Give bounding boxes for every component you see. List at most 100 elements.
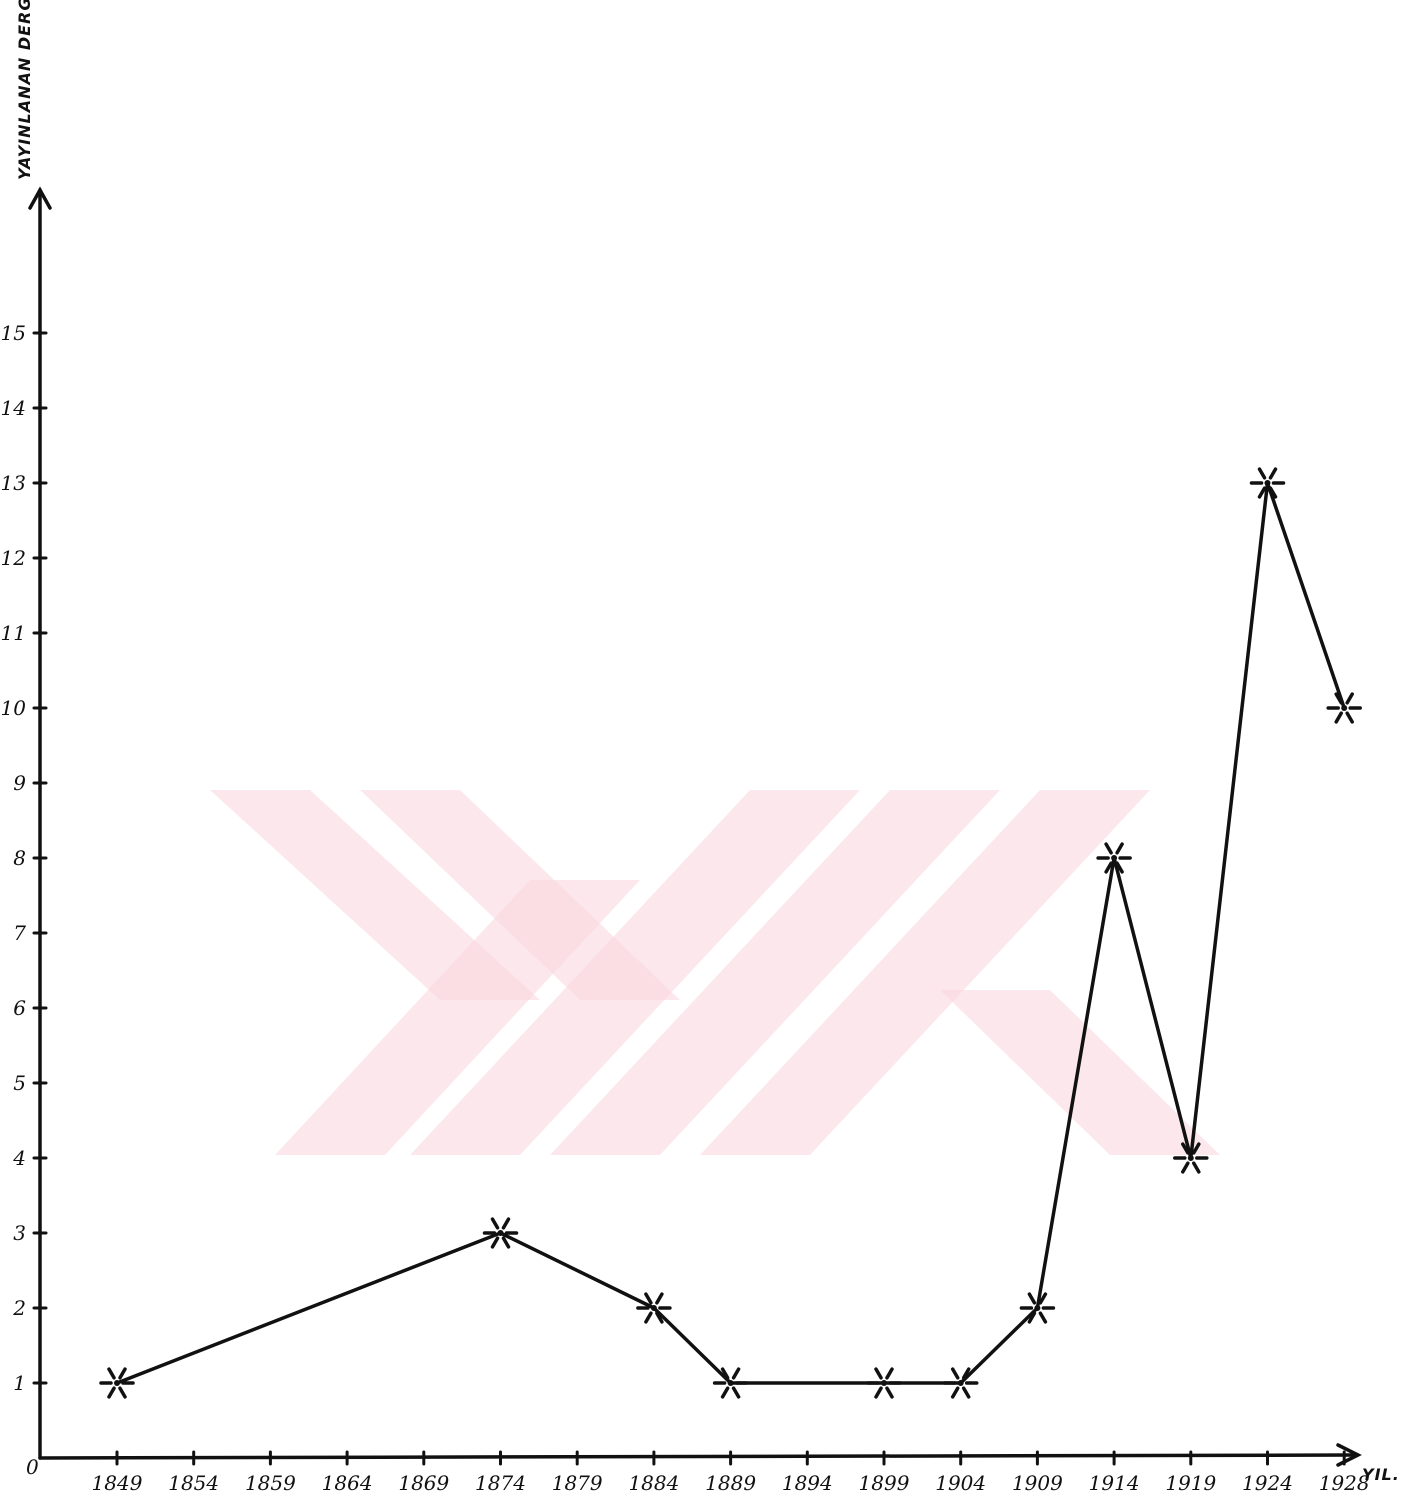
x-tick-label: 1864 <box>322 1471 373 1495</box>
data-point-marker <box>1096 842 1132 874</box>
marker-stroke <box>720 1386 730 1399</box>
marker-stroke <box>1115 861 1124 874</box>
marker-stroke <box>961 1367 971 1380</box>
marker-dot <box>497 1230 504 1236</box>
marker-dot <box>650 1305 657 1311</box>
marker-stroke <box>1181 1161 1190 1174</box>
marker-stroke <box>874 1386 883 1399</box>
x-tick-label: 1869 <box>398 1471 449 1495</box>
x-tick-label: 1894 <box>782 1471 833 1495</box>
x-tick-label: 1899 <box>859 1471 910 1495</box>
x-tick-label: 1909 <box>1012 1471 1063 1495</box>
marker-stroke <box>950 1386 960 1399</box>
marker-stroke <box>1104 842 1113 855</box>
marker-stroke <box>107 1367 116 1380</box>
x-tick-label: 1854 <box>168 1471 219 1495</box>
marker-stroke <box>1334 692 1343 705</box>
data-point-marker <box>99 1367 135 1399</box>
y-tick-label: 10 <box>1 696 27 720</box>
x-axis-line <box>38 1453 1357 1460</box>
marker-stroke <box>118 1386 127 1399</box>
x-tick-label: 1924 <box>1242 1471 1293 1495</box>
data-point-marker <box>866 1367 902 1399</box>
marker-stroke <box>655 1311 664 1324</box>
marker-dot <box>1341 705 1348 711</box>
marker-stroke <box>720 1367 730 1380</box>
marker-dot <box>114 1380 120 1386</box>
series <box>115 481 1346 1385</box>
marker-stroke <box>1192 1142 1201 1155</box>
marker-stroke <box>1345 692 1354 705</box>
x-tick-label: 1904 <box>935 1471 986 1495</box>
y-tick-label: 7 <box>13 921 26 945</box>
y-tick-label: 11 <box>1 621 26 645</box>
x-axis-title: YIL. <box>1362 1465 1400 1484</box>
marker-stroke <box>490 1236 500 1249</box>
y-tick-label: 15 <box>1 321 26 345</box>
marker-stroke <box>1104 861 1113 874</box>
marker-dot <box>1264 480 1271 486</box>
marker-dot <box>1187 1155 1194 1161</box>
marker-stroke <box>731 1367 741 1380</box>
marker-stroke <box>655 1292 664 1305</box>
marker-stroke <box>1027 1292 1037 1305</box>
x-tick-label: 1928 <box>1319 1471 1370 1495</box>
y-tick-label: 13 <box>1 471 26 495</box>
marker-stroke <box>885 1386 894 1399</box>
y-tick-label: 14 <box>1 396 26 420</box>
y-tick-label: 8 <box>13 846 26 870</box>
marker-stroke <box>501 1236 511 1249</box>
y-axis-title: YAYINLANAN DERGİ ADEDİ <box>15 0 34 180</box>
marker-stroke <box>961 1386 971 1399</box>
origin-label: 0 <box>26 1455 39 1479</box>
marker-stroke <box>644 1292 653 1305</box>
y-tick-label: 12 <box>1 546 26 570</box>
marker-dot <box>881 1380 887 1386</box>
marker-dot <box>1111 855 1118 861</box>
marker-stroke <box>1027 1311 1037 1324</box>
watermark-logo <box>210 790 1220 1155</box>
marker-stroke <box>1345 711 1354 724</box>
marker-dot <box>957 1380 964 1386</box>
marker-stroke <box>885 1367 894 1380</box>
marker-stroke <box>1192 1161 1201 1174</box>
data-point-marker <box>482 1217 519 1249</box>
axes <box>28 186 1362 1467</box>
marker-dot <box>727 1380 734 1386</box>
x-tick-label: 1919 <box>1165 1471 1216 1495</box>
x-tick-label: 1849 <box>92 1471 143 1495</box>
marker-stroke <box>874 1367 883 1380</box>
data-point-marker <box>942 1367 979 1399</box>
marker-stroke <box>1268 486 1278 499</box>
marker-dot <box>1034 1305 1041 1311</box>
marker-stroke <box>1181 1142 1190 1155</box>
marker-stroke <box>107 1386 116 1399</box>
y-tick-label: 1 <box>13 1371 26 1395</box>
y-tick-label: 3 <box>13 1221 26 1245</box>
data-point-marker <box>1326 692 1362 724</box>
y-axis-arrow <box>28 186 52 210</box>
marker-stroke <box>118 1367 127 1380</box>
data-point-marker <box>1249 467 1286 499</box>
y-tick-label: 9 <box>13 771 26 795</box>
marker-stroke <box>1038 1292 1048 1305</box>
y-tick-label: 5 <box>13 1071 26 1095</box>
marker-stroke <box>644 1311 653 1324</box>
marker-stroke <box>1038 1311 1048 1324</box>
x-tick-label: 1884 <box>628 1471 679 1495</box>
y-tick-label: 2 <box>12 1296 26 1320</box>
x-tick-label: 1889 <box>705 1471 756 1495</box>
series-line <box>115 481 1346 1385</box>
marker-stroke <box>1115 842 1124 855</box>
y-tick-label: 6 <box>13 996 26 1020</box>
x-tick-label: 1879 <box>552 1471 603 1495</box>
data-point-marker <box>636 1292 672 1324</box>
x-tick-label: 1859 <box>245 1471 296 1495</box>
x-tick-label: 1874 <box>475 1471 526 1495</box>
data-point-marker <box>712 1367 749 1399</box>
marker-stroke <box>731 1386 741 1399</box>
marker-stroke <box>1257 486 1267 499</box>
marker-stroke <box>490 1217 500 1230</box>
data-markers <box>99 467 1362 1399</box>
